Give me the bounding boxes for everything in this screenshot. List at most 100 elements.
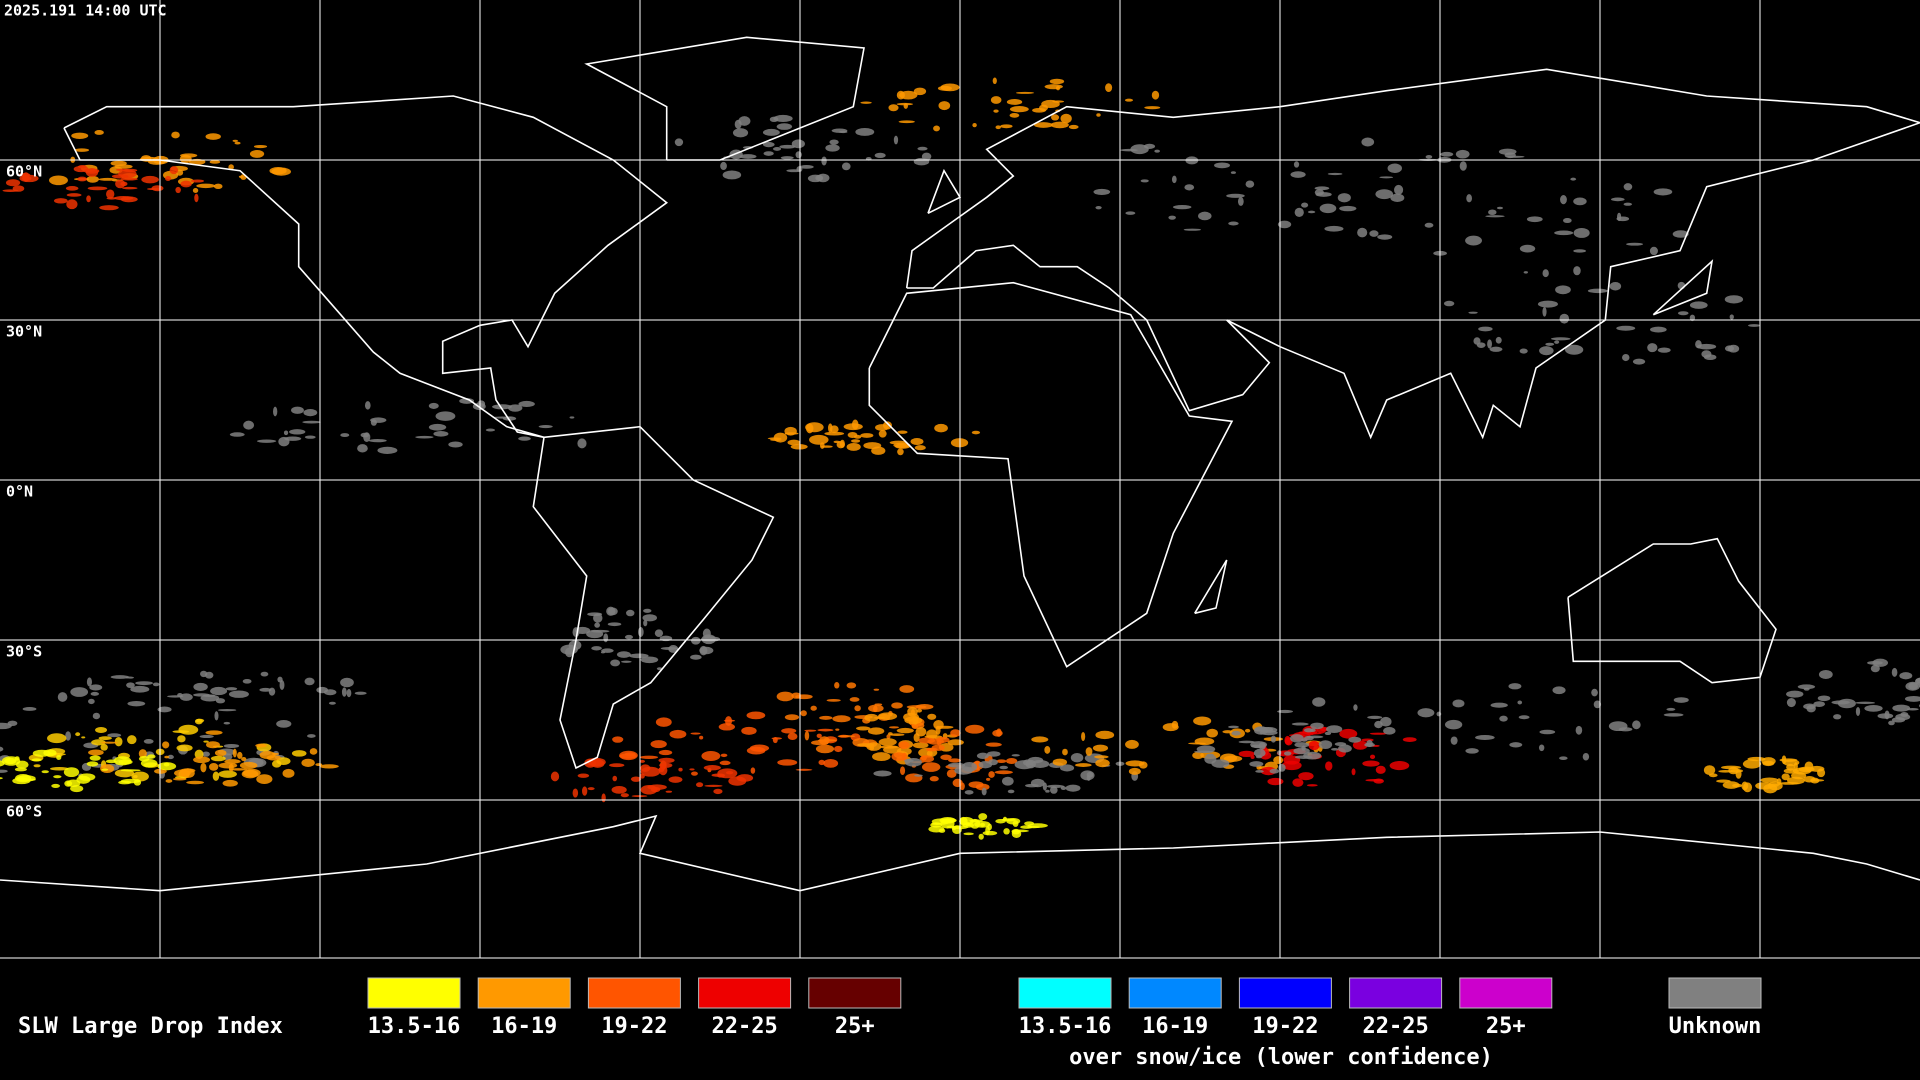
cloud-patch [260,671,269,677]
cloud-patch [1030,778,1045,788]
cloud-patch [370,417,387,423]
cloud-patch [143,739,154,744]
cloud-patch [271,167,291,176]
cloud-patch [1339,728,1358,739]
cloud-patch [1045,789,1050,793]
cloud-patch [1488,209,1497,216]
cloud-patch [878,738,897,746]
cloud-patch [947,762,966,768]
cloud-patch [914,774,923,777]
cloud-patch [1610,197,1625,202]
cloud-patch [1228,725,1239,729]
cloud-patch [218,708,237,712]
cloud-patch [106,197,117,200]
cloud-patch [363,432,371,443]
cloud-patch [138,749,147,759]
cloud-patch [1192,751,1204,760]
cloud-patch [1060,113,1072,124]
cloud-patch [1810,777,1820,784]
cloud-patch [914,445,926,451]
cloud-patch [428,402,439,409]
cloud-patch [1095,205,1102,210]
cloud-patch [1154,149,1160,153]
cloud-patch [1666,707,1676,711]
cloud-patch [100,743,108,751]
cloud-patch [1563,218,1572,224]
cloud-patch [1689,301,1708,309]
cloud-patch [89,684,103,691]
cloud-patch [1314,189,1324,196]
cloud-patch [1781,773,1790,781]
cloud-patch [77,176,88,182]
cloud-patch [927,713,937,720]
cloud-patch [1294,742,1310,748]
cloud-patch [741,726,757,735]
cloud-patch [1375,189,1394,200]
cloud-patch [891,702,903,709]
cloud-patch [1301,745,1306,751]
cloud-patch [809,434,829,445]
cloud-patch [1277,750,1282,756]
cloud-patch [1623,202,1633,206]
cloud-patch [933,719,944,730]
cloud-patch [988,759,998,766]
cloud-patch [415,435,434,439]
cloud-patch [819,442,825,449]
cloud-patch [205,730,223,735]
cloud-patch [307,734,316,738]
legend-label: 16-19 [1142,1014,1208,1039]
cloud-patch [1334,742,1347,747]
cloud-patch [65,186,79,191]
cloud-patch [819,715,833,720]
cloud-patch [818,759,826,766]
cloud-patch [612,775,618,782]
cloud-patch [53,198,68,204]
cloud-patch [364,401,371,410]
cloud-patch [1417,708,1435,718]
cloud-patch [180,153,198,158]
cloud-patch [249,150,265,158]
cloud-patch [790,444,808,450]
cloud-patch [572,788,579,798]
cloud-patch [1172,205,1192,210]
cloud-patch [915,727,927,737]
cloud-patch [99,205,119,211]
cloud-patch [1293,161,1300,168]
cloud-patch [1051,114,1060,121]
cloud-patch [1298,772,1314,781]
cloud-patch [1231,730,1241,736]
legend-swatch [1668,977,1762,1009]
cloud-patch [1542,307,1547,317]
cloud-patch [946,769,957,778]
cloud-patch [1495,336,1502,344]
cloud-patch [1570,177,1577,181]
cloud-patch [243,420,255,430]
cloud-patch [1023,759,1033,766]
cloud-patch [935,725,941,735]
cloud-patch [897,430,908,434]
cloud-patch [538,424,553,429]
cloud-patch [961,762,978,772]
coastline [927,168,962,215]
cloud-patch [898,741,910,750]
cloud-patch [888,104,899,112]
cloud-patch [1755,782,1773,790]
cloud-patch [228,164,234,170]
cloud-patch [1743,782,1753,793]
cloud-patch [806,423,814,434]
cloud-patch [821,156,827,166]
cloud-patch [1130,144,1149,155]
cloud-patch [256,774,273,784]
cloud-patch [1379,176,1394,179]
cloud-patch [668,776,683,783]
cloud-patch [1818,669,1833,679]
cloud-patch [98,736,112,741]
cloud-patch [1055,85,1061,91]
cloud-patch [1294,207,1304,218]
cloud-patch [1436,711,1442,717]
cloud-patch [1609,282,1622,291]
cloud-patch [152,682,160,687]
cloud-patch [1899,672,1913,680]
legend-swatch [1238,977,1332,1009]
